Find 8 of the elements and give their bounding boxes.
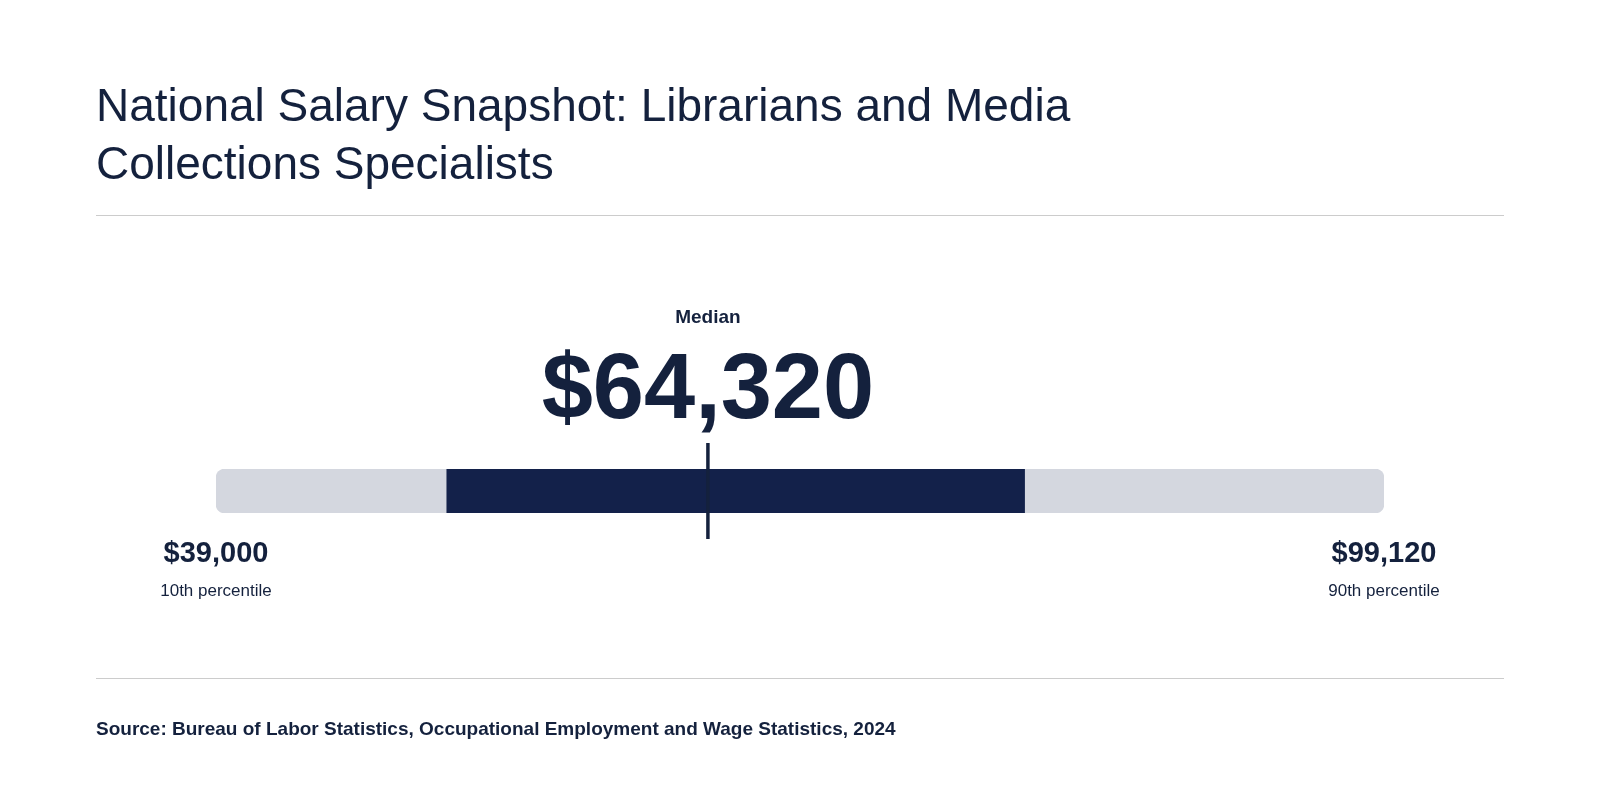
text: $64,320	[541, 335, 875, 437]
text: 10th percentile	[160, 581, 272, 600]
text: 90th percentile	[1328, 581, 1440, 600]
x-tick-label: $99,120	[1331, 536, 1437, 568]
source-note: Source: Bureau of Labor Statistics, Occupational Employment and Wage Statistics, 2024	[96, 718, 896, 740]
ref-line-label: Median	[675, 306, 741, 327]
x-tick-label: $39,000	[163, 536, 269, 568]
chart-title: National Salary Snapshot: Librarians and Media Collections Specialists	[96, 78, 1072, 191]
